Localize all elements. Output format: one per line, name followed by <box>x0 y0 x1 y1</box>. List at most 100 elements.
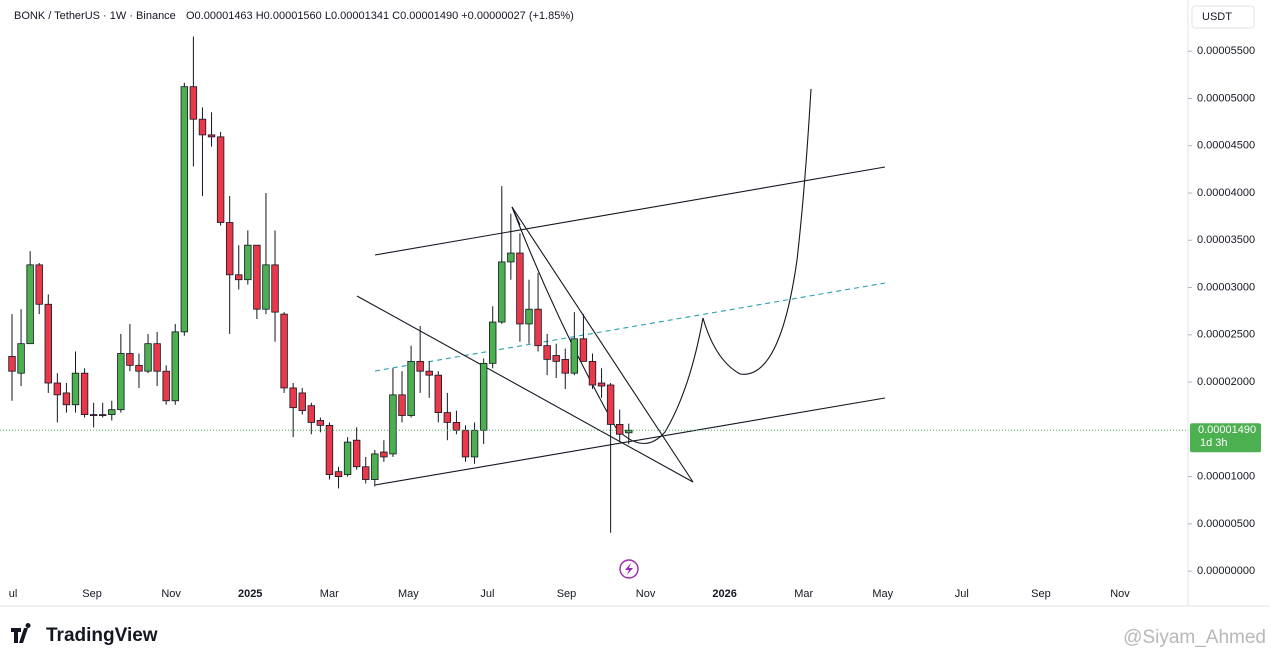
candle-body <box>62 392 71 406</box>
drawings <box>356 88 886 486</box>
candle-body <box>180 86 189 333</box>
candle-body <box>334 471 343 477</box>
y-tick-label: 0.00005500 <box>1197 45 1255 57</box>
candle-body <box>479 362 488 431</box>
candle-body <box>162 370 170 402</box>
candle-body <box>117 353 125 411</box>
trend-line <box>374 397 886 486</box>
candle-body <box>561 358 569 374</box>
candle-body <box>99 414 107 416</box>
candle-body <box>461 429 470 458</box>
x-tick-label: Nov <box>161 588 181 600</box>
candle-body <box>552 355 560 362</box>
x-tick-label: Mar <box>320 588 339 600</box>
event-icon[interactable] <box>619 559 639 579</box>
trend-line <box>374 166 886 256</box>
x-tick-label: Jul <box>480 588 494 600</box>
candle-body <box>198 118 207 136</box>
countdown: 1d 3h <box>1200 437 1228 449</box>
candle-body <box>316 420 325 426</box>
candle-body <box>35 264 43 305</box>
candle-body <box>153 343 161 372</box>
y-tick-label: 0.00003500 <box>1197 234 1255 246</box>
candle-body <box>271 264 279 313</box>
candle-body <box>625 429 633 434</box>
x-tick-label: Sep <box>557 588 577 600</box>
x-tick-label: 2026 <box>712 588 736 600</box>
candle-body <box>53 382 62 396</box>
y-tick-label: 0.00002500 <box>1197 329 1255 341</box>
x-tick-label: Sep <box>1031 588 1051 600</box>
candle-body <box>8 356 16 372</box>
candle-body <box>380 451 388 458</box>
candle-body <box>289 387 297 409</box>
candle-body <box>207 134 216 138</box>
candle-body <box>352 439 361 468</box>
candle-body <box>489 321 497 364</box>
candle-body <box>597 382 606 387</box>
ohlc-legend: O0.00001463 H0.00001560 L0.00001341 C0.0… <box>186 10 574 22</box>
x-tick-label: Mar <box>794 588 813 600</box>
candle-body <box>89 414 98 416</box>
candle-body <box>171 331 179 402</box>
candle-body <box>126 353 134 366</box>
candle-body <box>452 422 461 431</box>
candle-body <box>615 424 624 435</box>
y-tick-label: 0.00003000 <box>1197 281 1255 293</box>
x-tick-label: May <box>872 588 893 600</box>
unit-box[interactable] <box>1191 5 1255 29</box>
candle-body <box>362 466 370 480</box>
last-price-label: 0.00001490 <box>1198 424 1256 436</box>
candle-body <box>26 264 34 345</box>
logo-mark <box>11 623 31 643</box>
y-tick-label: 0.00005000 <box>1197 92 1255 104</box>
last-price-badge <box>1190 423 1261 453</box>
y-tick-label: 0.00001000 <box>1197 470 1255 482</box>
x-tick-label: Nov <box>636 588 656 600</box>
candle-body <box>298 392 306 412</box>
candle-body <box>425 370 433 376</box>
y-tick-label: 0.00000500 <box>1197 518 1255 530</box>
candle-body <box>498 261 506 323</box>
candle-body <box>225 222 234 276</box>
candle-body <box>371 453 379 480</box>
x-tick-label: ul <box>9 588 18 600</box>
candle-body <box>280 313 288 389</box>
candle-body <box>516 252 524 325</box>
candle-body <box>44 303 52 384</box>
candle-body <box>606 384 615 425</box>
watermark: @Siyam_Ahmed <box>1123 627 1266 648</box>
candle-body <box>244 244 252 281</box>
candle-body <box>307 405 316 423</box>
candle-body <box>443 412 452 423</box>
x-tick-label: Nov <box>1110 588 1130 600</box>
candle-body <box>416 360 424 372</box>
brand: TradingView <box>46 625 158 646</box>
candles <box>8 36 633 533</box>
candle-body <box>17 343 25 374</box>
candle-body <box>71 372 80 406</box>
x-tick-label: 2025 <box>238 588 262 600</box>
event-bolt <box>625 563 633 575</box>
candle-body <box>525 308 533 325</box>
axis-unit: USDT <box>1202 11 1232 23</box>
candle-body <box>343 441 352 476</box>
candle-body <box>534 308 542 347</box>
y-tick-label: 0.00004500 <box>1197 140 1255 152</box>
candle-body <box>434 374 442 413</box>
x-tick-label: May <box>398 588 419 600</box>
candle-body <box>108 409 116 415</box>
candle-body <box>407 360 415 416</box>
candle-body <box>588 360 597 386</box>
candle-body <box>507 252 515 263</box>
candle-body <box>570 338 579 374</box>
candle-body <box>470 429 479 458</box>
candle-body <box>216 136 225 223</box>
candle-body <box>389 394 397 455</box>
candle-body <box>253 244 261 310</box>
candle-body <box>189 86 198 120</box>
y-tick-label: 0.00000000 <box>1197 565 1255 577</box>
candle-body <box>262 264 270 310</box>
